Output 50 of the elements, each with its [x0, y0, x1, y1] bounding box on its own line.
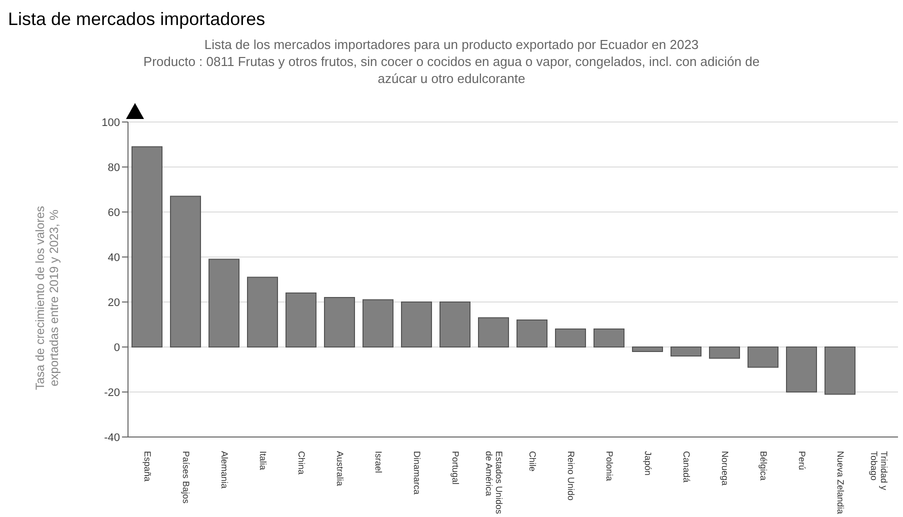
x-tick-label: Trinidad y Tobago	[868, 451, 889, 491]
bar	[632, 346, 663, 352]
bar	[594, 328, 624, 348]
y-tick-label: -20	[104, 386, 120, 399]
bar	[247, 276, 278, 348]
x-tick-label: Israel	[373, 451, 384, 474]
bar	[401, 302, 432, 348]
chart-subtitle: Lista de los mercados importadores para un producto exportado por Ecuador en 2023 Producto : 0811 Frutas y otros frutos, sin cocer o cocidos en agua o vapor, congelados, incl. con adición de azúcar u otro edulcorante	[142, 36, 761, 87]
x-tick-label: Países Bajos	[180, 451, 191, 504]
x-tick-label: Italia	[258, 451, 268, 470]
x-tick-label: Nueva Zelandia	[835, 451, 846, 514]
bar	[132, 146, 162, 348]
bar	[362, 299, 394, 348]
x-tick-label: China	[296, 451, 306, 475]
y-tick-label: -40	[104, 432, 120, 444]
bar	[324, 297, 355, 348]
x-tick-label: España	[142, 451, 152, 482]
x-tick-label: Canadá	[681, 451, 692, 483]
y-tick-label: 0	[114, 342, 120, 354]
x-tick-label: Alemania	[219, 451, 230, 489]
x-tick-label: Polonia	[604, 451, 614, 482]
x-tick-label: Portugal	[450, 451, 460, 485]
x-tick-label: Chile	[527, 451, 538, 472]
bar	[824, 346, 856, 395]
bar	[286, 292, 316, 348]
x-tick-label: Estados Unidos de América	[484, 451, 504, 515]
y-tick-label: 60	[108, 206, 120, 219]
bar	[555, 328, 586, 348]
bar	[440, 302, 470, 348]
x-tick-label: Noruega	[720, 451, 730, 486]
bar	[170, 196, 201, 348]
bar	[786, 346, 817, 392]
x-tick-label: Australia	[334, 451, 345, 486]
bar	[670, 346, 702, 356]
x-tick-label: Japón	[642, 451, 653, 476]
bar	[748, 346, 778, 368]
bar	[478, 317, 509, 348]
x-tick-label: Reino Unido	[566, 451, 576, 501]
y-tick-label: 80	[108, 162, 120, 174]
x-tick-label: Perú	[796, 451, 807, 470]
bar	[208, 258, 240, 348]
y-tick-label: 40	[108, 252, 120, 264]
y-axis-title: Tasa de crecimiento de los valores exportadas entre 2019 y 2023, %	[33, 204, 61, 392]
bar	[516, 320, 548, 348]
x-tick-label: Dinamarca	[412, 451, 422, 495]
y-tick-label: 20	[108, 296, 120, 309]
x-tick-label: Bélgica	[758, 451, 768, 481]
bar	[709, 346, 740, 359]
y-tick-label: 100	[102, 116, 120, 129]
chart-title: Lista de mercados importadores	[8, 8, 266, 30]
